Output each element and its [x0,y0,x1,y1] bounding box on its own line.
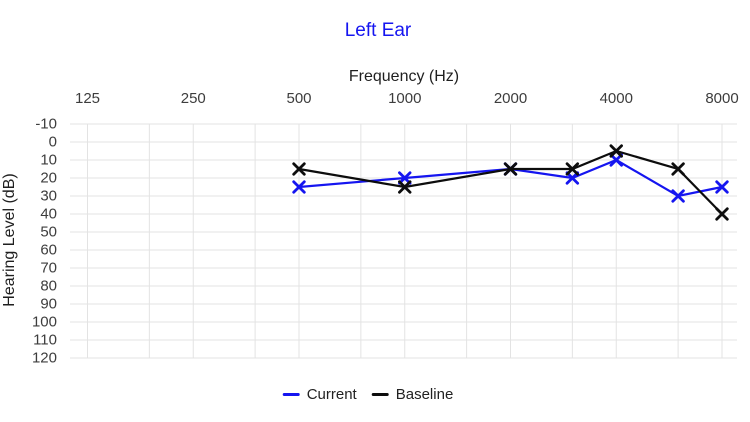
vertical-gridlines [87,124,723,358]
y-tick-label-90: 90 [40,296,57,313]
marker-x-baseline-1000 [398,180,412,194]
marker-x-baseline-2000 [503,162,518,176]
data-series [292,144,729,221]
y-tick-label-40: 40 [40,206,57,223]
x-tick-label-4000: 4000 [600,90,633,107]
series-baseline [292,144,729,221]
y-tick-label-0: 0 [49,134,57,151]
x-axis-tick-labels: 125 250 500 1000 2000 4000 8000 [75,90,739,107]
legend-dash-current-icon [282,393,300,396]
y-tick-label-60: 60 [40,242,57,259]
legend-item-baseline[interactable]: Baseline [371,386,454,403]
legend-item-current[interactable]: Current [282,386,357,403]
horizontal-gridlines [70,123,737,359]
y-tick-label-20: 20 [40,170,57,187]
y-tick-label-30: 30 [40,188,57,205]
y-tick-label-70: 70 [40,260,57,277]
y-tick-label-120: 120 [32,350,57,367]
legend: Current Baseline [282,386,454,403]
marker-x-current-6000 [671,189,685,203]
x-tick-label-8000: 8000 [705,90,738,107]
y-axis-title: Hearing Level (dB) [1,173,18,306]
marker-x-baseline-500 [292,162,306,176]
y-tick-label-110: 110 [33,332,57,349]
x-tick-label-250: 250 [181,90,206,107]
x-tick-label-500: 500 [286,90,311,107]
x-tick-label-1000: 1000 [388,90,421,107]
marker-x-baseline-3000 [565,162,580,176]
legend-label-baseline: Baseline [395,386,454,403]
marker-x-current-500 [292,180,306,194]
y-tick-label-100: 100 [32,314,57,331]
legend-dash-baseline-icon [371,393,389,396]
marker-x-baseline-8000 [715,207,729,221]
marker-x-current-8000 [715,180,729,194]
x-axis-title: Frequency (Hz) [349,68,459,85]
y-tick-label-80: 80 [40,278,57,295]
legend-label-current: Current [306,386,357,403]
y-tick-label-50: 50 [40,224,57,241]
y-tick-label-10: 10 [40,152,57,169]
marker-x-baseline-4000 [609,144,623,158]
chart-title: Left Ear [345,20,412,41]
series-current [292,153,729,203]
y-tick-label--10: -10 [35,116,57,133]
x-tick-label-2000: 2000 [494,90,527,107]
x-tick-label-125: 125 [75,90,100,107]
marker-x-baseline-6000 [671,162,685,176]
